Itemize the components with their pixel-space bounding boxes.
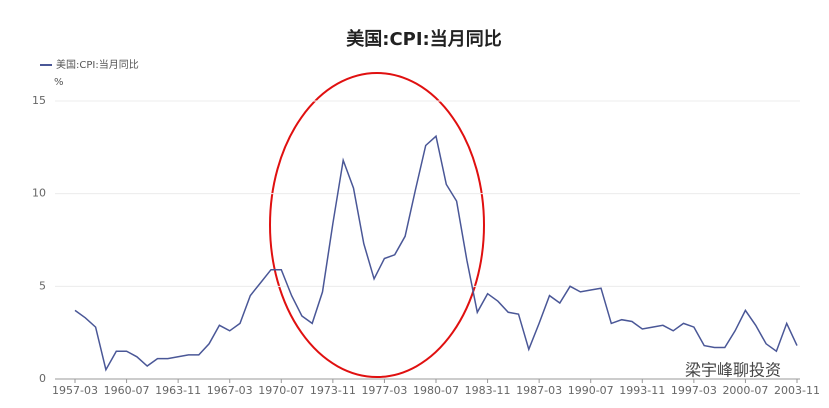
highlight-ellipse: [269, 72, 485, 378]
y-tick-label: 10: [32, 187, 46, 200]
watermark: 梁宇峰聊投资: [685, 361, 781, 380]
x-tick-label: 1997-03: [671, 384, 717, 397]
x-tick-label: 1963-11: [155, 384, 201, 397]
legend-label: 美国:CPI:当月同比: [56, 58, 139, 71]
y-tick-label: 0: [39, 372, 46, 385]
x-tick-label: 1957-03: [52, 384, 98, 397]
x-tick-label: 1960-07: [104, 384, 150, 397]
x-tick-label: 1993-11: [619, 384, 665, 397]
chart-title: 美国:CPI:当月同比: [346, 28, 502, 50]
x-tick-label: 1980-07: [413, 384, 459, 397]
y-tick-label: 15: [32, 94, 46, 107]
line-series: [74, 134, 798, 372]
x-tick-label: 1983-11: [465, 384, 511, 397]
x-tick-label: 1987-03: [516, 384, 562, 397]
y-tick-label: 5: [39, 279, 46, 292]
x-tick-label: 2000-07: [722, 384, 768, 397]
y-unit: %: [54, 77, 64, 88]
x-tick-label: 2003-11: [774, 384, 820, 397]
x-tick-label: 1967-03: [207, 384, 253, 397]
x-tick-label: 1973-11: [310, 384, 356, 397]
plot-area: 0 5 10 15 1957-03 1960-07 1963-11 1967-03 1970-0…: [32, 94, 820, 397]
x-tick-label: 1970-07: [258, 384, 304, 397]
x-tick-label: 1977-03: [361, 384, 407, 397]
x-tick-label: 1990-07: [568, 384, 614, 397]
